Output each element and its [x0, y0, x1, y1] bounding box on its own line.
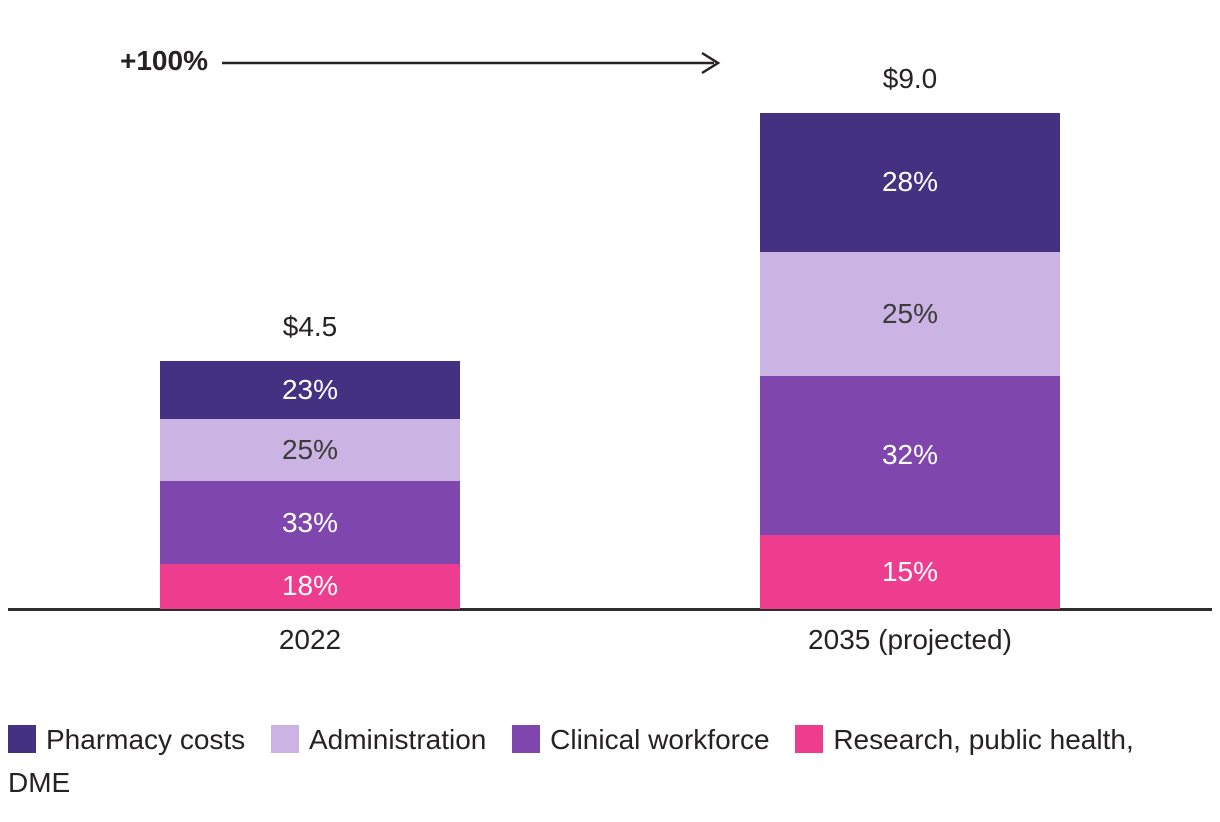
- legend-item: Administration: [270, 718, 487, 761]
- bar-segment: 23%: [160, 361, 460, 419]
- legend-swatch: [270, 725, 299, 753]
- x-axis-line: [8, 608, 1212, 611]
- x-axis-label: 2022: [278, 624, 342, 655]
- segment-value-label: 23%: [281, 373, 339, 405]
- x-axis-label: 2035 (projected): [808, 624, 1012, 655]
- legend-item: Research, public health, DME: [8, 724, 1134, 798]
- legend-swatch: [8, 725, 36, 753]
- bar-segment: 25%: [160, 418, 460, 482]
- bar-2022: 23% 25% 33% 18%: [160, 361, 460, 609]
- legend-label: Clinical workforce: [550, 724, 770, 755]
- legend-item: Pharmacy costs: [8, 718, 245, 761]
- segment-value-label: 32%: [881, 439, 939, 471]
- bar-segment: 28%: [760, 113, 1060, 252]
- legend: Pharmacy costs Administration Clinical w…: [8, 718, 1178, 805]
- bar-segment: 15%: [760, 534, 1060, 609]
- segment-value-label: 33%: [281, 506, 339, 538]
- bar-segment: 25%: [760, 251, 1060, 376]
- bar-total-label: $4.5: [282, 311, 338, 342]
- growth-annotation-label: +100%: [120, 45, 208, 76]
- bar-total-label: $9.0: [882, 63, 938, 94]
- segment-value-label: 25%: [281, 433, 339, 465]
- segment-value-label: 18%: [281, 570, 339, 602]
- legend-swatch: [512, 725, 541, 753]
- legend-item: Clinical workforce: [512, 718, 770, 761]
- legend-swatch: [795, 725, 824, 753]
- bar-segment: 18%: [160, 563, 460, 609]
- legend-label: Administration: [308, 724, 487, 755]
- segment-value-label: 25%: [881, 297, 939, 329]
- legend-label: Research, public health, DME: [8, 724, 1134, 799]
- segment-value-label: 15%: [881, 555, 939, 587]
- bar-2035 (projected): 28% 25% 32% 15%: [760, 113, 1060, 609]
- bar-segment: 32%: [760, 375, 1060, 535]
- bar-segment: 33%: [160, 481, 460, 564]
- legend-label: Pharmacy costs: [46, 724, 246, 755]
- segment-value-label: 28%: [881, 166, 939, 198]
- growth-arrow-icon: [222, 51, 721, 75]
